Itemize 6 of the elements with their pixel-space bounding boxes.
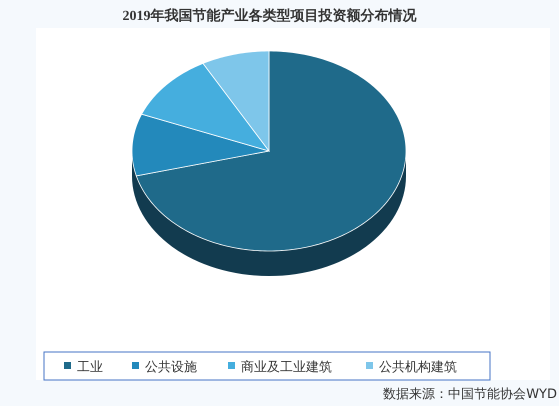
legend-label: 公共机构建筑 <box>379 360 457 375</box>
chart-title: 2019年我国节能产业各类型项目投资额分布情况 <box>122 7 418 24</box>
source-note: 数据来源：中国节能协会WYD <box>383 387 557 402</box>
legend-label: 商业及工业建筑 <box>241 360 332 375</box>
legend-label: 公共设施 <box>145 360 197 375</box>
legend-label: 工业 <box>77 360 103 375</box>
